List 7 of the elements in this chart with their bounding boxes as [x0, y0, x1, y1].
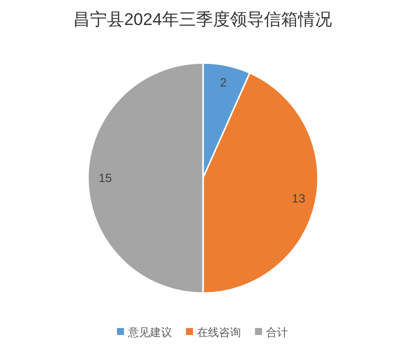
data-label: 15: [98, 171, 112, 185]
data-label: 2: [220, 75, 227, 90]
data-label: 13: [292, 191, 306, 206]
legend-label: 在线咨询: [197, 326, 241, 339]
legend-label: 意见建议: [127, 326, 172, 339]
legend-label: 合计: [266, 326, 288, 339]
chart-title: 昌宁县2024年三季度领导信箱情况: [73, 10, 332, 29]
